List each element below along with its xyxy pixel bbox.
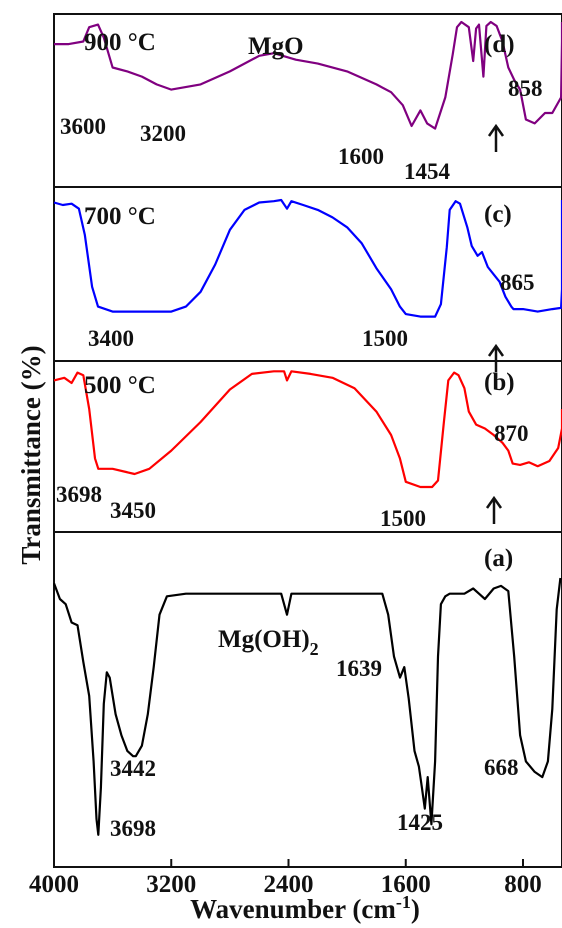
temperature-label-c: 700 °C — [84, 203, 156, 230]
peak-label: 3698 — [56, 482, 102, 507]
plot-frame — [53, 13, 562, 868]
peak-label: 3400 — [88, 326, 134, 351]
x-axis-label-close: ) — [411, 894, 420, 924]
peak-label: 1639 — [336, 656, 382, 681]
peak-label: 1600 — [338, 144, 384, 169]
x-tick-label: 2400 — [264, 871, 314, 898]
series-line-a — [52, 577, 562, 836]
series-line-b — [53, 370, 562, 489]
x-ticks: 4000 3200 2400 1600 800 — [29, 859, 542, 898]
compound-label-d: MgO — [248, 33, 304, 60]
series-line-c — [53, 198, 562, 318]
peak-label: 3450 — [110, 498, 156, 523]
x-axis-label: Wavenumber (cm-1) — [190, 892, 420, 924]
peak-label: 3200 — [140, 121, 186, 146]
x-tick-label: 3200 — [146, 871, 196, 898]
compound-label-sub: 2 — [310, 639, 319, 659]
panel-dividers — [54, 186, 562, 533]
arrow-icon — [487, 343, 505, 372]
compound-label-text: Mg(OH) — [218, 626, 310, 653]
x-tick-label: 4000 — [29, 871, 79, 898]
x-axis-label-sup: -1 — [396, 892, 411, 912]
x-tick-label: 1600 — [381, 871, 431, 898]
y-axis-label: Transmittance (%) — [16, 345, 46, 564]
temperature-label-d: 900 °C — [84, 29, 156, 56]
peak-label: 1454 — [404, 159, 451, 184]
peak-label: 3698 — [110, 816, 156, 841]
series-line-d — [54, 20, 562, 130]
temperature-label-b: 500 °C — [84, 372, 156, 399]
peak-label: 1500 — [362, 326, 408, 351]
peak-label: 3600 — [60, 114, 106, 139]
compound-label-text: MgO — [248, 33, 304, 60]
panel-label-a: (a) — [484, 545, 513, 572]
panel-label-b: (b) — [484, 369, 515, 396]
series-group — [52, 20, 562, 836]
panel-label-d: (d) — [484, 31, 515, 58]
annotations-group: (d) 900 °C MgO 3600 3200 1600 1454 858 (c) 700 °C… — [56, 29, 543, 841]
peak-label: 1500 — [380, 506, 426, 531]
peak-label: 3442 — [110, 756, 156, 781]
arrow-icon — [485, 495, 503, 524]
peak-label: 870 — [494, 421, 529, 446]
peak-label: 865 — [500, 270, 535, 295]
compound-label-a: Mg(OH)2 — [218, 626, 319, 659]
x-tick-label: 800 — [504, 871, 542, 898]
peak-label: 1425 — [397, 810, 443, 835]
arrow-icon — [487, 123, 505, 152]
peak-label: 668 — [484, 755, 519, 780]
x-axis-label-text: Wavenumber (cm — [190, 894, 396, 924]
peak-label: 858 — [508, 76, 543, 101]
panel-label-c: (c) — [484, 201, 512, 228]
